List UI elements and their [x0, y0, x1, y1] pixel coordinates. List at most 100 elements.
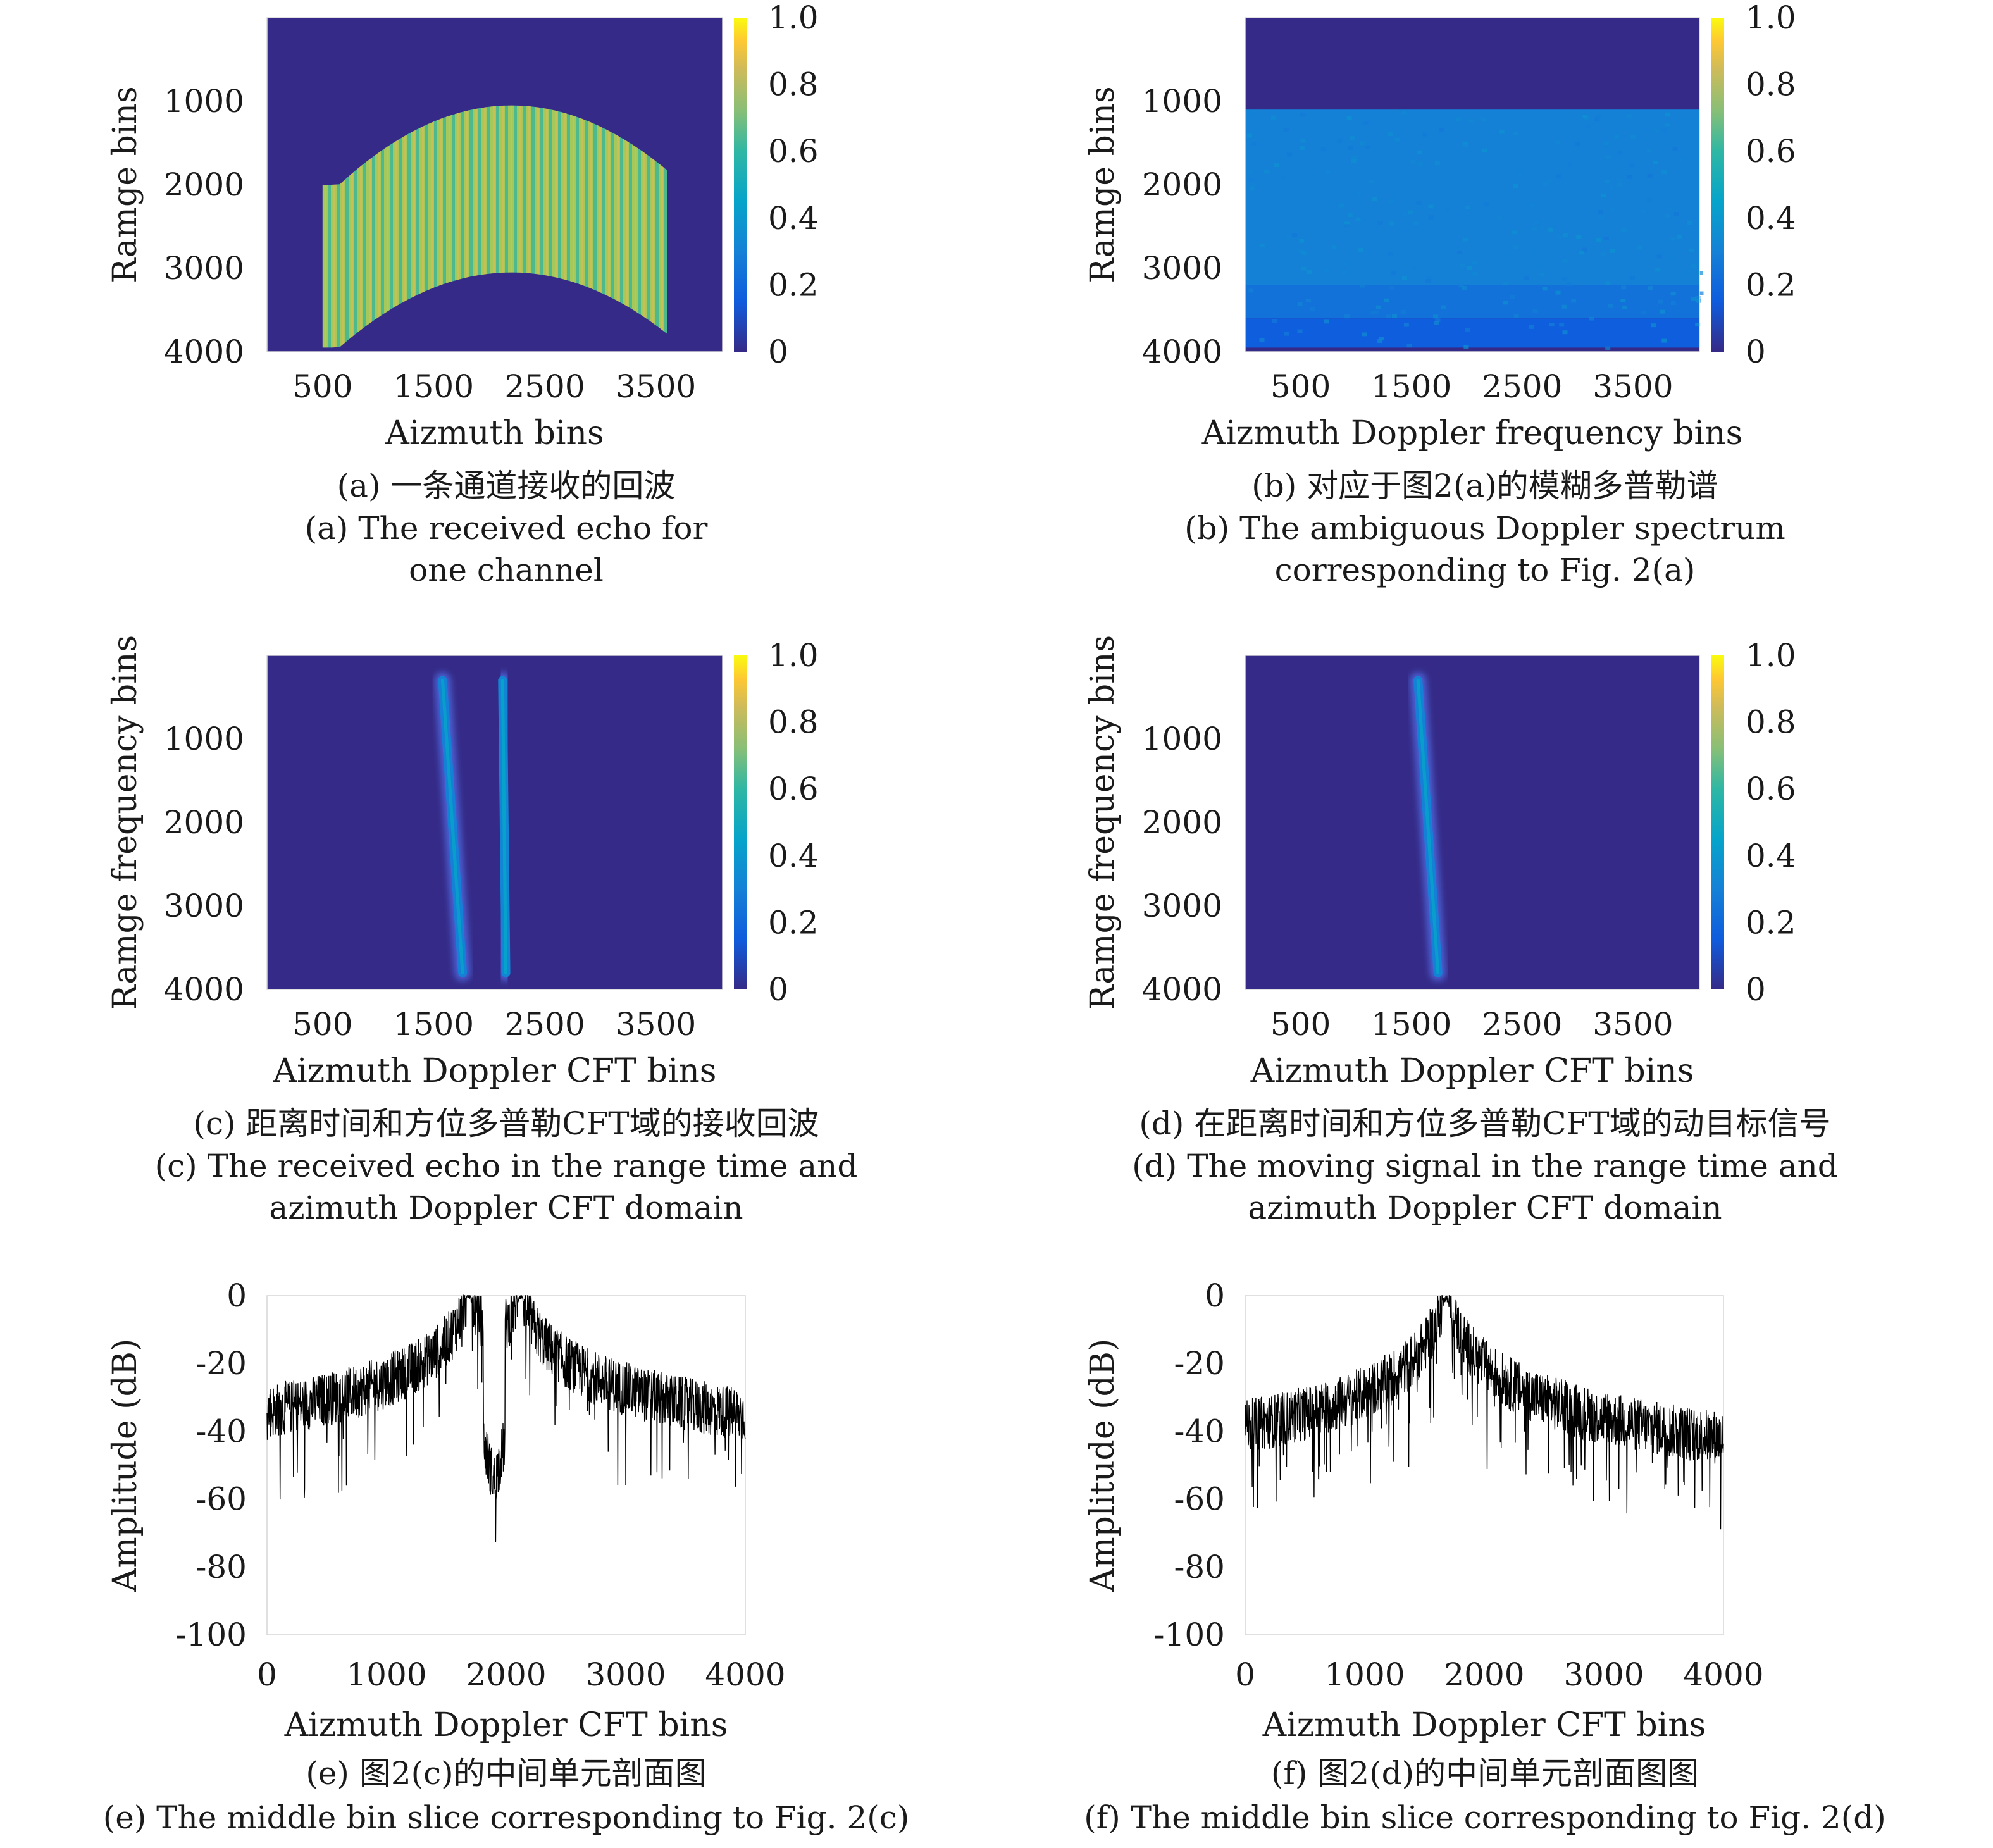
caption-en-line: corresponding to Fig. 2(a): [1275, 552, 1696, 588]
spectrum-band-1: [1245, 285, 1699, 319]
spectrum-band-0: [1245, 109, 1699, 285]
spectrum-speckle: [1513, 183, 1518, 188]
y-tick-label: -40: [196, 1413, 247, 1449]
spectrum-speckle: [1637, 245, 1642, 250]
spectrum-speckle: [1559, 323, 1565, 327]
spectrum-speckle: [1272, 319, 1277, 323]
spectrum-speckle: [1441, 305, 1446, 309]
spectrum-speckle: [1362, 332, 1367, 337]
spectrum-speckle: [1646, 149, 1652, 153]
spectrum-speckle: [1374, 310, 1379, 314]
caption-cn: (f) 图2(d)的中间单元剖面图图: [1271, 1755, 1699, 1792]
spectrum-speckle: [1589, 316, 1594, 321]
spectrum-speckle: [1339, 203, 1344, 208]
spectrum-speckle: [1259, 243, 1265, 247]
spectrum-speckle: [1457, 250, 1463, 254]
y-tick-label: 3000: [164, 250, 244, 287]
panel-b: 500 1500 2500 3500 1000 2000 3000 4000 Aizmuth D…: [1084, 0, 1796, 588]
colorbar-tick-label: 0: [1746, 971, 1766, 1008]
spectrum-speckle: [1646, 198, 1652, 202]
spectrum-speckle: [1621, 285, 1627, 290]
x-tick-label: 3500: [616, 368, 696, 405]
spectrum-speckle: [1346, 224, 1352, 228]
spectrum-speckle: [1299, 239, 1305, 243]
spectrum-speckle: [1679, 158, 1684, 161]
spectrum-speckle: [1482, 148, 1487, 152]
spectrum-speckle: [1413, 221, 1419, 225]
spectrum-speckle: [1651, 323, 1656, 328]
x-tick-label: 500: [292, 368, 352, 405]
spectrum-speckle: [1412, 266, 1417, 271]
spectrum-speckle: [1341, 270, 1347, 275]
spectrum-speckle: [1641, 310, 1646, 314]
y-tick-label: 4000: [164, 333, 244, 370]
x-tick-label: 4000: [705, 1656, 785, 1693]
x-tick-label: 1000: [346, 1656, 426, 1693]
spectrum-speckle: [1601, 252, 1606, 256]
x-tick-label: 500: [1270, 368, 1331, 405]
spectrum-speckle: [1465, 327, 1470, 332]
spectrum-speckle: [1419, 204, 1424, 209]
colorbar: [1711, 655, 1724, 989]
spectrum-speckle: [1337, 139, 1342, 143]
spectrum-speckle: [1677, 234, 1682, 239]
x-tick-label: 2000: [466, 1656, 546, 1693]
heatmap-background: [1245, 655, 1699, 989]
spectrum-speckle: [1512, 230, 1517, 235]
spectrum-speckle: [1481, 117, 1486, 121]
spectrum-speckle: [1513, 131, 1518, 135]
spectrum-speckle: [1426, 276, 1432, 280]
spectrum-speckle: [1465, 206, 1470, 209]
spectrum-speckle: [1391, 191, 1396, 195]
x-tick-label: 2500: [504, 368, 585, 405]
spectrum-speckle: [1351, 156, 1357, 161]
colorbar-tick-label: 0.8: [768, 66, 819, 103]
spectrum-speckle: [1343, 261, 1349, 266]
colorbar-tick-label: 0.6: [1746, 771, 1796, 807]
colorbar-tick-label: 0.2: [768, 266, 819, 303]
spectrum-speckle: [1468, 119, 1474, 123]
spectrum-speckle: [1428, 204, 1434, 209]
plot-frame: [1245, 655, 1700, 990]
spectrum-speckle: [1331, 245, 1337, 249]
spectrum-speckle: [1249, 186, 1255, 190]
y-tick-label: 1000: [1142, 721, 1222, 757]
spectrum-speckle: [1603, 237, 1609, 240]
spectrum-speckle: [1297, 329, 1303, 333]
spectrum-speckle: [1630, 135, 1636, 139]
x-tick-label: 3500: [616, 1006, 696, 1043]
spectrum-speckle: [1691, 264, 1697, 268]
spectrum-speckle: [1387, 252, 1393, 257]
y-axis-label: Ramge frequency bins: [1084, 635, 1122, 1010]
spectrum-speckle: [1461, 286, 1467, 290]
caption-cn: (c) 距离时间和方位多普勒CFT域的接收回波: [193, 1105, 819, 1142]
y-tick-label: 4000: [1142, 333, 1222, 370]
spectrum-speckle: [1346, 116, 1352, 120]
spectrum-speckle: [1343, 224, 1349, 228]
colorbar-tick-label: 0.8: [1746, 704, 1796, 741]
x-tick-label: 1500: [1371, 368, 1451, 405]
spectrum-speckle: [1605, 180, 1610, 184]
spectrum-speckle: [1534, 220, 1540, 224]
spectrum-speckle: [1562, 330, 1568, 335]
spectrum-speckle: [1542, 287, 1548, 291]
spectrum-speckle: [1667, 206, 1672, 211]
spectrum-speckle: [1434, 321, 1439, 325]
spectrum-speckle: [1672, 147, 1678, 151]
x-tick-label: 1500: [394, 1006, 474, 1043]
panel-d: 500 1500 2500 3500 1000 2000 3000 4000 Aizmuth D…: [1084, 635, 1838, 1226]
spectrum-speckle: [1698, 271, 1703, 275]
y-tick-label: -60: [1174, 1481, 1225, 1518]
spectrum-speckle: [1555, 174, 1561, 178]
spectrum-speckle: [1532, 309, 1538, 313]
spectrum-speckle: [1503, 301, 1508, 305]
spectrum-speckle: [1561, 276, 1567, 281]
spectrum-speckle: [1610, 273, 1616, 277]
spectrum-speckle: [1470, 124, 1475, 128]
spectrum-speckle: [1320, 147, 1326, 151]
x-tick-label: 3500: [1593, 1006, 1673, 1043]
colorbar: [734, 655, 747, 989]
y-tick-label: 4000: [164, 971, 244, 1008]
spectrum-speckle: [1463, 144, 1468, 147]
